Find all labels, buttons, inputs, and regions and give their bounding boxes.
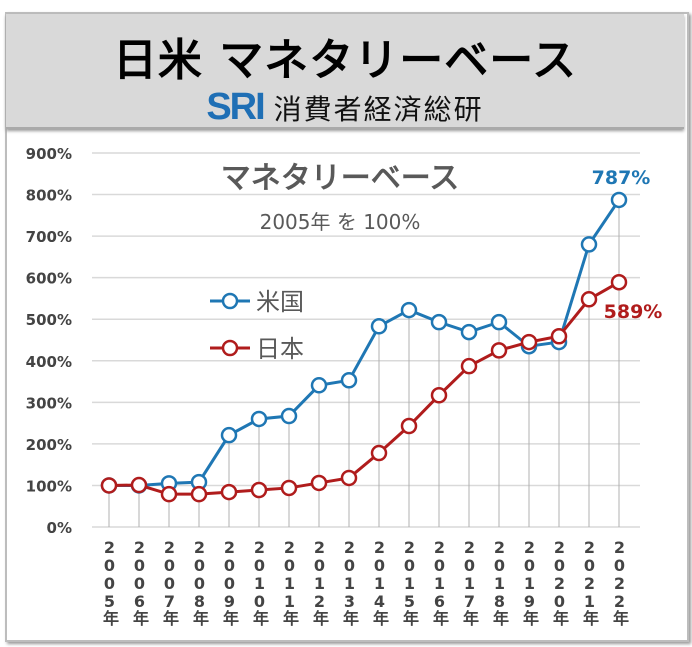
x-tick-label: 2005年 [100,538,119,625]
x-tick-label: 2022年 [610,538,629,625]
data-point [340,372,358,389]
data-point [250,481,268,499]
data-point [430,313,448,331]
x-tick-label: 2020年 [550,538,569,625]
x-tick-label: 2014年 [370,538,389,625]
end-label: 787% [592,167,651,189]
x-tick-label: 2009年 [220,538,239,625]
data-point [220,483,238,501]
data-point [310,377,328,394]
data-point [370,444,388,462]
data-point [580,291,598,308]
y-tick-label: 300% [26,394,72,412]
data-point [490,342,508,359]
x-tick-label: 2018年 [490,538,509,625]
legend-marker [221,339,239,357]
data-point [580,236,598,253]
y-tick-label: 100% [26,477,72,495]
series-line-0 [109,199,621,487]
data-point [220,426,238,444]
y-tick-label: 200% [26,436,72,454]
org-name: 消費者経済総研 [273,92,484,126]
data-point [610,191,628,209]
data-point [400,301,418,319]
x-tick-label: 2012年 [310,538,329,625]
chart-subtitle: 2005年 を 100% [260,210,421,234]
x-tick-label: 2016年 [430,538,449,625]
y-tick-label: 800% [26,187,72,205]
y-tick-label: 0% [47,519,72,537]
x-tick-label: 2021年 [580,538,599,625]
x-tick-label: 2006年 [130,538,149,625]
data-point [190,485,208,503]
data-point [460,323,478,341]
legend-label: 米国 [256,288,304,316]
y-tick-label: 500% [26,311,72,329]
x-tick-label: 2019年 [520,538,539,625]
data-point [100,477,118,494]
data-point [370,318,388,335]
data-point [280,479,298,497]
data-point [130,476,148,494]
y-tick-label: 600% [26,270,72,288]
data-point [340,469,358,487]
header: 日米 マネタリーベース SRI 消費者経済総研 [6,14,684,129]
data-point [280,407,298,425]
x-tick-label: 2010年 [250,538,269,625]
x-tick-label: 2007年 [160,538,179,625]
y-tick-label: 400% [26,353,72,371]
data-point [610,273,628,291]
x-tick-label: 2017年 [460,538,479,625]
legend-label: 日本 [256,335,304,363]
x-tick-label: 2011年 [280,538,299,625]
series-line-1 [108,280,620,496]
data-point [520,333,538,351]
sri-logo: SRI [206,86,265,128]
data-point [550,328,568,345]
data-point [160,485,178,503]
data-point [460,357,478,375]
data-point [430,387,448,404]
data-point [400,417,418,435]
page-title: 日米 マネタリーベース [112,35,578,86]
x-tick-label: 2013年 [340,538,359,625]
data-point [490,313,508,331]
legend-marker [221,292,239,310]
data-point [250,410,268,428]
y-tick-label: 700% [26,228,72,246]
chart-title: マネタリーベース [221,161,460,196]
data-point [310,474,328,492]
end-label: 589% [604,301,663,323]
x-tick-label: 2008年 [190,538,209,625]
brand: SRI 消費者経済総研 [6,86,684,129]
x-tick-label: 2015年 [400,538,419,625]
y-tick-label: 900% [26,145,72,163]
